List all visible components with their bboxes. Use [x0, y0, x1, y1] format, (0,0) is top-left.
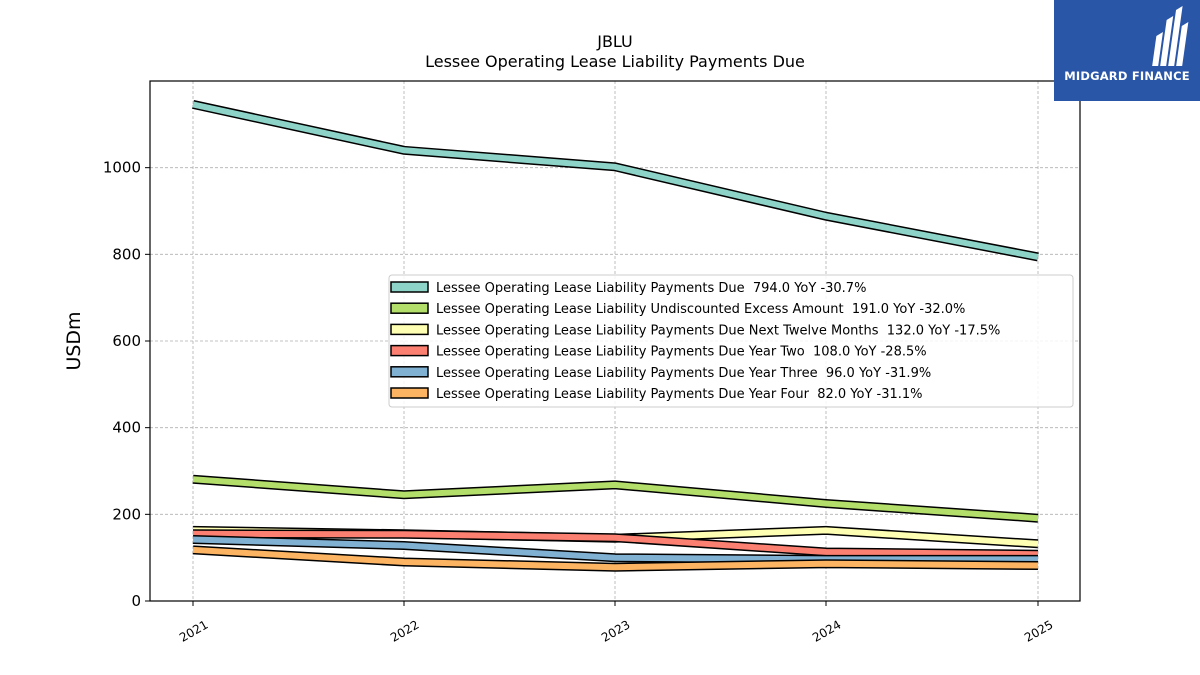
y-tick-label: 1000 [103, 159, 141, 177]
x-tick-label: 2025 [1022, 617, 1055, 644]
y-tick-label: 800 [112, 245, 141, 263]
x-tick-label: 2022 [388, 617, 421, 644]
y-tick-label: 600 [112, 332, 141, 350]
x-tick-label: 2023 [599, 617, 632, 644]
legend-label: Lessee Operating Lease Liability Payment… [436, 323, 1000, 338]
logo-text: MIDGARD FINANCE [1064, 69, 1190, 83]
y-tick-label: 400 [112, 419, 141, 437]
legend-swatch [390, 323, 429, 336]
series-line [192, 101, 1039, 260]
x-tick-label: 2024 [810, 617, 843, 644]
series-line [192, 530, 1039, 558]
series-lines [192, 100, 1039, 572]
legend-label: Lessee Operating Lease Liability Payment… [436, 281, 866, 296]
legend-label: Lessee Operating Lease Liability Payment… [436, 345, 927, 360]
legend-label: Lessee Operating Lease Liability Payment… [436, 387, 923, 402]
series-line [192, 476, 1039, 522]
y-tick-label: 0 [131, 592, 141, 610]
legend: Lessee Operating Lease Liability Payment… [388, 274, 1074, 408]
chart-subtitle: Lessee Operating Lease Liability Payment… [425, 52, 805, 71]
legend-swatch [390, 302, 429, 314]
logo: MIDGARD FINANCE [1054, 0, 1200, 101]
legend-swatch [390, 387, 429, 399]
series-line [192, 536, 1038, 563]
chart-title: JBLU [596, 32, 633, 51]
x-tick-label: 2021 [177, 617, 210, 644]
y-axis-label: USDm [63, 311, 85, 370]
legend-swatch [390, 366, 429, 378]
legend-swatch [390, 281, 429, 293]
legend-label: Lessee Operating Lease Liability Undisco… [436, 302, 965, 317]
y-tick-label: 200 [112, 505, 141, 523]
legend-label: Lessee Operating Lease Liability Payment… [436, 366, 931, 381]
midgard-logo-icon [1152, 6, 1189, 66]
legend-swatch [390, 344, 429, 357]
series-line [192, 546, 1039, 571]
legend-box [388, 274, 1074, 408]
